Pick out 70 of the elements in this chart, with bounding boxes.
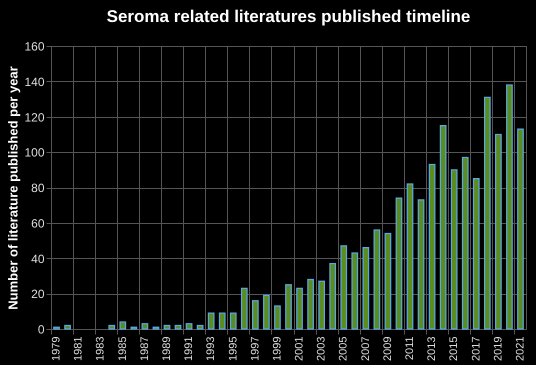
y-axis-title: Number of literature published per year	[5, 66, 20, 310]
bar	[440, 124, 447, 330]
x-tick-label: 1993	[205, 336, 218, 361]
bar	[230, 312, 237, 330]
bar	[406, 183, 414, 330]
bar	[396, 198, 402, 330]
x-tick-label: 2005	[338, 336, 350, 361]
bar	[506, 84, 513, 330]
x-tick-label: 1983	[94, 336, 107, 361]
bar	[274, 305, 281, 330]
x-tick-label: 2007	[360, 336, 372, 361]
bar	[462, 156, 469, 330]
bar	[340, 245, 348, 330]
y-tick-label: 80	[31, 181, 45, 195]
bar	[318, 280, 325, 330]
x-tick-label: 1987	[138, 336, 151, 361]
bar	[329, 262, 336, 330]
bar	[174, 324, 182, 330]
bar	[285, 284, 292, 330]
x-tick-label: 2013	[426, 336, 438, 361]
bar	[108, 324, 116, 330]
x-tick-label: 1999	[271, 336, 284, 361]
bar	[495, 134, 502, 330]
x-tick-label: 1979	[50, 336, 63, 361]
x-tick-label: 1981	[72, 336, 85, 361]
y-tick-label: 0	[38, 322, 45, 336]
bar	[374, 229, 380, 330]
y-tick-label: 160	[24, 40, 45, 54]
x-tick-label: 1989	[160, 336, 173, 361]
bar	[186, 323, 192, 330]
bar	[484, 96, 491, 330]
y-tick-label: 20	[31, 287, 45, 302]
bar	[517, 128, 524, 330]
y-tick-label: 60	[31, 216, 45, 230]
y-tick-label: 120	[24, 110, 45, 124]
x-tick-label: 2001	[294, 336, 306, 361]
bar	[252, 300, 259, 330]
y-tick-label: 100	[24, 146, 45, 160]
bar	[142, 323, 148, 330]
x-tick-label: 1995	[227, 336, 240, 361]
y-tick-label: 40	[31, 252, 45, 266]
bar	[351, 252, 358, 330]
bar	[472, 178, 480, 330]
x-tick-label: 2019	[492, 336, 504, 361]
x-tick-label: 2009	[382, 336, 394, 361]
bar	[218, 312, 226, 330]
x-tick-label: 2011	[404, 336, 416, 360]
x-tick-label: 2017	[470, 336, 482, 361]
bar	[384, 232, 392, 330]
bar	[119, 321, 126, 330]
bar	[240, 288, 248, 330]
bar	[64, 324, 71, 330]
bar	[208, 312, 215, 330]
chart-title: Seroma related literatures published timeline	[106, 7, 470, 26]
bar	[418, 199, 424, 330]
bar	[263, 294, 270, 330]
x-tick-label: 2003	[316, 336, 328, 361]
x-tick-label: 1985	[116, 336, 129, 361]
y-tick-label: 140	[24, 74, 45, 89]
bar	[450, 169, 458, 330]
bar	[362, 247, 370, 330]
bar	[164, 324, 170, 330]
bar	[296, 288, 303, 330]
bar	[196, 324, 204, 330]
bar	[428, 164, 436, 330]
x-tick-label: 2021	[514, 336, 526, 361]
x-tick-label: 1991	[183, 336, 196, 361]
bar	[307, 278, 314, 330]
x-tick-label: 1997	[249, 336, 262, 361]
x-tick-label: 2015	[448, 336, 460, 361]
